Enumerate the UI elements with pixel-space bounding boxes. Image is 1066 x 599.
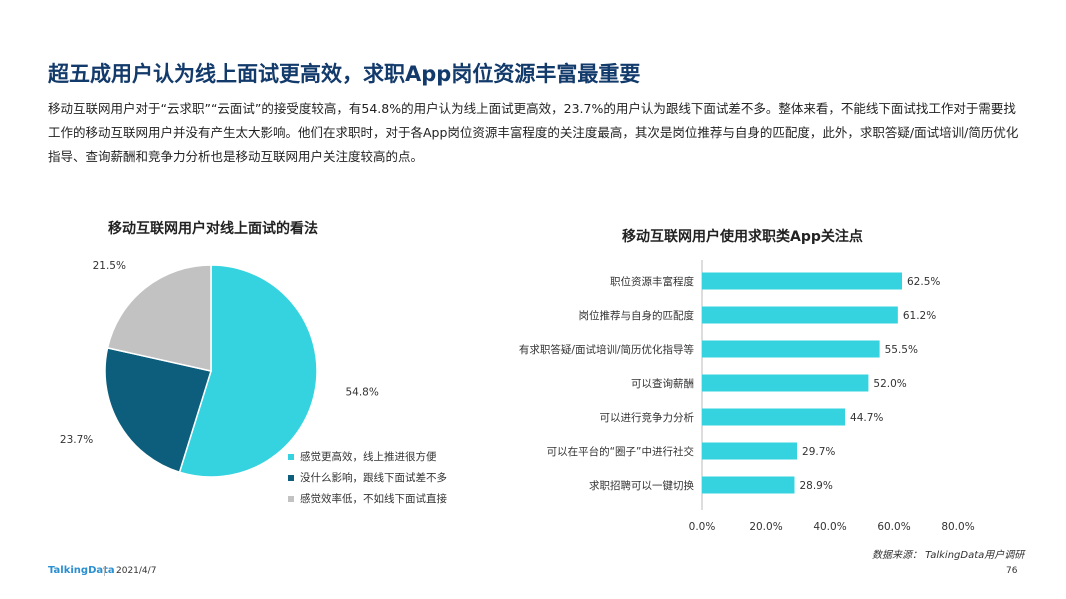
- bar: [702, 340, 880, 358]
- pie-data-label: 21.5%: [93, 260, 126, 272]
- footer-divider: [104, 566, 105, 576]
- category-label: 岗位推荐与自身的匹配度: [579, 309, 695, 322]
- bar-data-label: 55.5%: [885, 344, 918, 356]
- category-label: 可以查询薪酬: [631, 377, 694, 390]
- legend-swatch: [288, 474, 294, 481]
- pie-chart-title: 移动互联网用户对线上面试的看法: [108, 221, 318, 237]
- bar: [702, 476, 795, 494]
- legend-swatch: [288, 453, 294, 460]
- bar: [702, 272, 902, 290]
- bar-data-label: 28.9%: [799, 480, 832, 492]
- footer-date: 2021/4/7: [116, 566, 157, 576]
- category-label: 有求职答疑/面试培训/简历优化指导等: [519, 343, 695, 356]
- legend-label: 感觉效率低，不如线下面试直接: [300, 493, 447, 505]
- bar-data-label: 44.7%: [850, 412, 883, 424]
- bar-chart: 职位资源丰富程度 62.5% 岗位推荐与自身的匹配度 61.2% 有求职答疑/面试培训/…: [519, 260, 975, 533]
- x-tick-label: 40.0%: [813, 521, 846, 533]
- legend-label: 没什么影响，跟线下面试差不多: [300, 472, 447, 484]
- page-number: 76: [1006, 566, 1018, 576]
- category-label: 可以进行竞争力分析: [600, 411, 695, 424]
- category-label: 可以在平台的“圈子”中进行社交: [547, 445, 695, 458]
- pie-data-label: 23.7%: [60, 434, 93, 446]
- pie-slice: [106, 264, 212, 372]
- legend-swatch: [288, 495, 294, 502]
- x-tick-label: 60.0%: [877, 521, 910, 533]
- legend-item: 没什么影响，跟线下面试差不多: [288, 467, 447, 488]
- pie-data-label: 54.8%: [345, 386, 378, 398]
- bar: [702, 374, 869, 392]
- bar-data-label: 52.0%: [873, 378, 906, 390]
- pie-legend: 感觉更高效，线上推进很方便 没什么影响，跟线下面试差不多 感觉效率低，不如线下面…: [288, 446, 447, 509]
- legend-item: 感觉效率低，不如线下面试直接: [288, 488, 447, 509]
- bar-chart-title: 移动互联网用户使用求职类App关注点: [622, 229, 863, 245]
- bar: [702, 306, 898, 324]
- x-tick-label: 20.0%: [749, 521, 782, 533]
- footer-logo: TalkingData: [48, 565, 115, 576]
- legend-label: 感觉更高效，线上推进很方便: [300, 451, 437, 463]
- category-label: 求职招聘可以一键切换: [589, 479, 694, 492]
- bar-data-label: 62.5%: [907, 276, 940, 288]
- page-title: 超五成用户认为线上面试更高效，求职App岗位资源丰富最重要: [48, 62, 641, 86]
- bar: [702, 408, 846, 426]
- pie-slice: [104, 346, 212, 474]
- pie-chart: 54.8% 23.7% 21.5%: [60, 260, 379, 478]
- bar-data-label: 29.7%: [802, 446, 835, 458]
- pie-slice: [178, 264, 318, 478]
- source-note: 数据来源： TalkingData用户调研: [872, 550, 1025, 561]
- bar-data-label: 61.2%: [903, 310, 936, 322]
- legend-item: 感觉更高效，线上推进很方便: [288, 446, 447, 467]
- page-description: 移动互联网用户对于“云求职”“云面试”的接受度较高，有54.8%的用户认为线上面…: [48, 101, 1019, 164]
- bar: [702, 442, 798, 460]
- x-tick-label: 0.0%: [689, 521, 716, 533]
- x-tick-label: 80.0%: [941, 521, 974, 533]
- category-label: 职位资源丰富程度: [610, 275, 694, 288]
